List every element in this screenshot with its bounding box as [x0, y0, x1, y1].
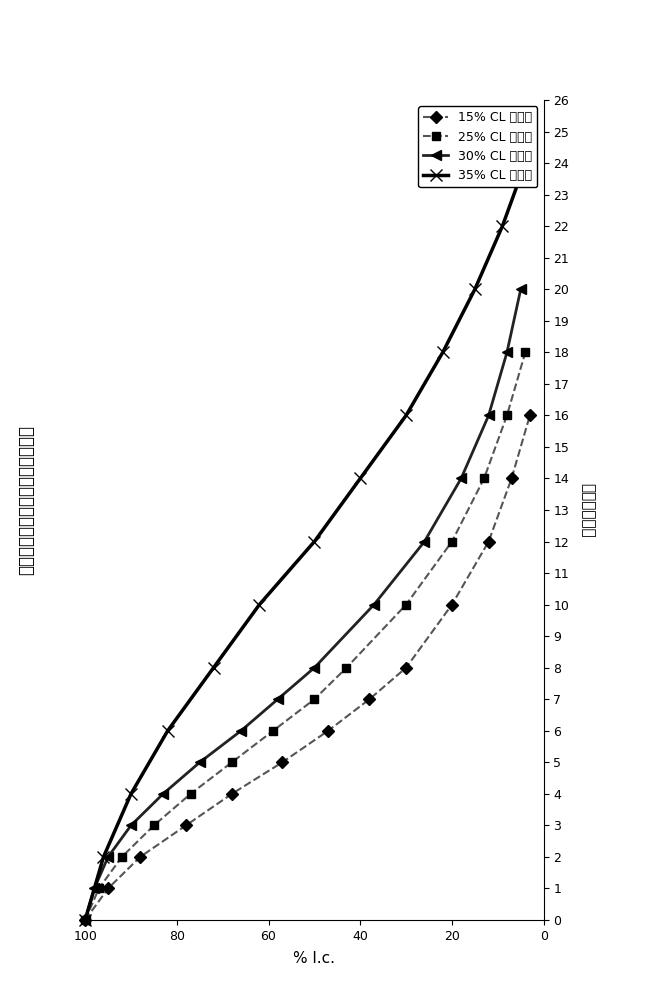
- 25% CL 挤出物: [81, 914, 89, 926]
- 25% CL 挤出物: [187, 788, 195, 800]
- 25% CL 挤出物: [521, 346, 529, 358]
- 35% CL 挤出物: [210, 662, 217, 674]
- 30% CL 挤出物: [104, 851, 112, 863]
- 30% CL 挤出物: [159, 788, 167, 800]
- 35% CL 挤出物: [471, 283, 479, 295]
- 35% CL 挤出物: [498, 220, 506, 232]
- 35% CL 挤出物: [521, 157, 529, 169]
- 30% CL 挤出物: [81, 914, 89, 926]
- Line: 35% CL 挤出物: 35% CL 挤出物: [79, 157, 532, 926]
- 30% CL 挤出物: [310, 662, 318, 674]
- 30% CL 挤出物: [370, 599, 378, 611]
- 25% CL 挤出物: [150, 819, 158, 831]
- 35% CL 挤出物: [164, 725, 172, 737]
- 15% CL 挤出物: [402, 662, 410, 674]
- 25% CL 挤出物: [480, 472, 488, 484]
- 30% CL 挤出物: [196, 756, 204, 768]
- 25% CL 挤出物: [118, 851, 126, 863]
- 30% CL 挤出物: [237, 725, 245, 737]
- 15% CL 挤出物: [448, 599, 456, 611]
- 25% CL 挤出物: [402, 599, 410, 611]
- 35% CL 挤出物: [439, 346, 447, 358]
- Text: 包衣挤出物的苯乙酸根的溶出分布: 包衣挤出物的苯乙酸根的溶出分布: [17, 425, 35, 575]
- 25% CL 挤出物: [448, 536, 456, 548]
- Line: 15% CL 挤出物: 15% CL 挤出物: [81, 411, 534, 924]
- 35% CL 挤出物: [310, 536, 318, 548]
- 30% CL 挤出物: [517, 283, 525, 295]
- Y-axis label: 时间（小时）: 时间（小时）: [580, 483, 595, 537]
- 25% CL 挤出物: [228, 756, 236, 768]
- 30% CL 挤出物: [90, 882, 98, 894]
- Legend: 15% CL 挤出物, 25% CL 挤出物, 30% CL 挤出物, 35% CL 挤出物: 15% CL 挤出物, 25% CL 挤出物, 30% CL 挤出物, 35% …: [419, 106, 537, 187]
- 25% CL 挤出物: [503, 409, 511, 421]
- 35% CL 挤出物: [100, 851, 107, 863]
- 15% CL 挤出物: [485, 536, 493, 548]
- 15% CL 挤出物: [136, 851, 144, 863]
- 35% CL 挤出物: [127, 788, 135, 800]
- 25% CL 挤出物: [269, 725, 277, 737]
- 30% CL 挤出物: [503, 346, 511, 358]
- Line: 25% CL 挤出物: 25% CL 挤出物: [81, 348, 529, 924]
- 35% CL 挤出物: [81, 914, 89, 926]
- 30% CL 挤出物: [457, 472, 465, 484]
- 15% CL 挤出物: [508, 472, 515, 484]
- 15% CL 挤出物: [365, 693, 373, 705]
- 35% CL 挤出物: [255, 599, 263, 611]
- X-axis label: % l.c.: % l.c.: [293, 951, 335, 966]
- 25% CL 挤出物: [310, 693, 318, 705]
- Line: 30% CL 挤出物: 30% CL 挤出物: [81, 284, 525, 925]
- 15% CL 挤出物: [324, 725, 332, 737]
- 25% CL 挤出物: [95, 882, 103, 894]
- 25% CL 挤出物: [343, 662, 350, 674]
- 30% CL 挤出物: [421, 536, 428, 548]
- 15% CL 挤出物: [81, 914, 89, 926]
- 15% CL 挤出物: [526, 409, 534, 421]
- 30% CL 挤出物: [127, 819, 135, 831]
- 15% CL 挤出物: [104, 882, 112, 894]
- 15% CL 挤出物: [278, 756, 286, 768]
- 30% CL 挤出物: [485, 409, 493, 421]
- 35% CL 挤出物: [356, 472, 364, 484]
- 35% CL 挤出物: [402, 409, 410, 421]
- 30% CL 挤出物: [274, 693, 282, 705]
- 15% CL 挤出物: [228, 788, 236, 800]
- 15% CL 挤出物: [182, 819, 190, 831]
